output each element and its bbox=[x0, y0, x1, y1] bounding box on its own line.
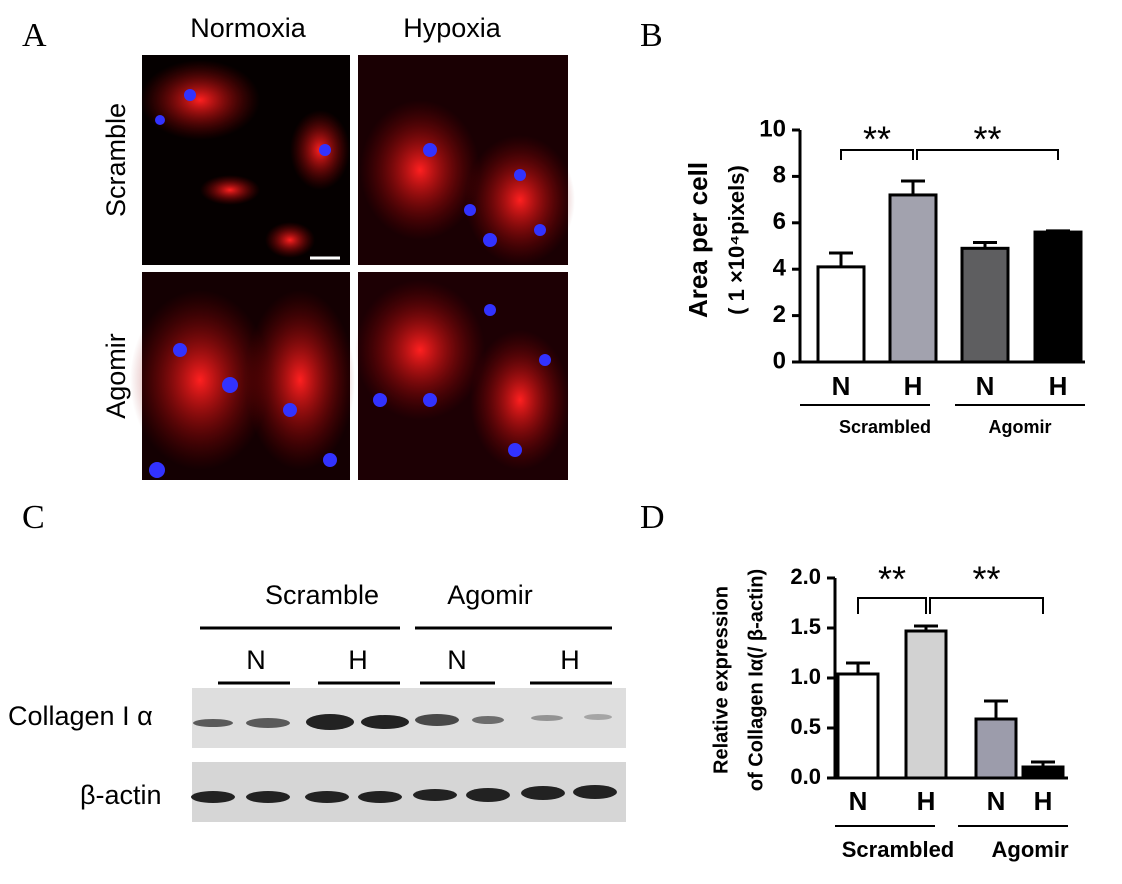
significance-bracket bbox=[929, 597, 1044, 614]
column-label: Hypoxia bbox=[403, 13, 502, 43]
y-tick-label: 6 bbox=[773, 208, 786, 235]
y-tick-label: 1.5 bbox=[790, 614, 821, 639]
bar bbox=[974, 717, 1018, 780]
x-tick-label: H bbox=[917, 786, 936, 816]
significance-bracket bbox=[840, 149, 914, 160]
significance-bracket bbox=[857, 597, 927, 614]
micrographs bbox=[130, 55, 575, 480]
y-tick-label: 1.0 bbox=[790, 664, 821, 689]
error-bar bbox=[984, 699, 1008, 719]
bar bbox=[960, 246, 1010, 364]
condition-label: N bbox=[246, 645, 266, 675]
y-tick-label: 0.0 bbox=[790, 764, 821, 789]
bar bbox=[1033, 230, 1083, 364]
x-tick-label: N bbox=[849, 786, 868, 816]
blot bbox=[191, 688, 626, 822]
x-tick-label: H bbox=[1049, 371, 1068, 401]
y-tick-label: 8 bbox=[773, 162, 786, 189]
y-axis-label: of Collagen Iα(/ β-actin) bbox=[745, 569, 767, 791]
y-axis-label: Relative expression bbox=[710, 586, 732, 774]
group-label: Agomir bbox=[992, 837, 1069, 862]
bar bbox=[904, 629, 948, 780]
panel-letter: B bbox=[640, 17, 663, 54]
bar bbox=[816, 265, 866, 364]
y-axis-label: Area per cell bbox=[683, 162, 713, 318]
protein-label: Collagen I α bbox=[8, 701, 153, 731]
y-axis-label: ( 1 ×10⁴pixels) bbox=[724, 165, 749, 315]
y-tick-label: 4 bbox=[773, 255, 787, 282]
significance-label: ** bbox=[863, 119, 891, 160]
panel-letter: C bbox=[22, 499, 45, 536]
group-label: Scramble bbox=[265, 580, 379, 610]
x-tick-label: N bbox=[976, 371, 995, 401]
group-label: Scrambled bbox=[842, 837, 955, 862]
x-tick-label: N bbox=[987, 786, 1006, 816]
error-bar bbox=[973, 241, 997, 249]
error-bar bbox=[829, 251, 853, 267]
error-bar bbox=[914, 624, 938, 631]
x-tick-label: H bbox=[1034, 786, 1053, 816]
group-label: Agomir bbox=[989, 417, 1052, 437]
y-tick-label: 0.5 bbox=[790, 714, 821, 739]
x-tick-label: N bbox=[832, 371, 851, 401]
significance-label: ** bbox=[972, 559, 1000, 600]
error-bar bbox=[1031, 760, 1055, 767]
significance-bracket bbox=[916, 149, 1059, 160]
row-label: Scramble bbox=[101, 103, 131, 217]
panel-letter: D bbox=[640, 499, 665, 536]
error-bar bbox=[846, 661, 870, 674]
group-label: Agomir bbox=[447, 580, 533, 610]
significance-label: ** bbox=[878, 559, 906, 600]
y-tick-label: 2.0 bbox=[790, 564, 821, 589]
condition-label: H bbox=[560, 645, 580, 675]
error-bar bbox=[901, 179, 925, 195]
group-lines bbox=[200, 626, 612, 685]
row-label: Agomir bbox=[101, 333, 131, 419]
bar bbox=[836, 672, 880, 780]
group-label: Scrambled bbox=[839, 417, 931, 437]
protein-label: β-actin bbox=[80, 780, 162, 810]
bar bbox=[1021, 765, 1065, 780]
column-label: Normoxia bbox=[190, 13, 307, 43]
condition-label: H bbox=[348, 645, 368, 675]
error-bar bbox=[1046, 229, 1070, 233]
y-tick-label: 10 bbox=[759, 115, 786, 142]
bar bbox=[888, 193, 938, 364]
y-tick-label: 0 bbox=[773, 347, 786, 374]
x-tick-label: H bbox=[904, 371, 923, 401]
panel-letter: A bbox=[22, 17, 47, 54]
condition-label: N bbox=[447, 645, 467, 675]
significance-label: ** bbox=[973, 119, 1001, 160]
y-tick-label: 2 bbox=[773, 301, 786, 328]
